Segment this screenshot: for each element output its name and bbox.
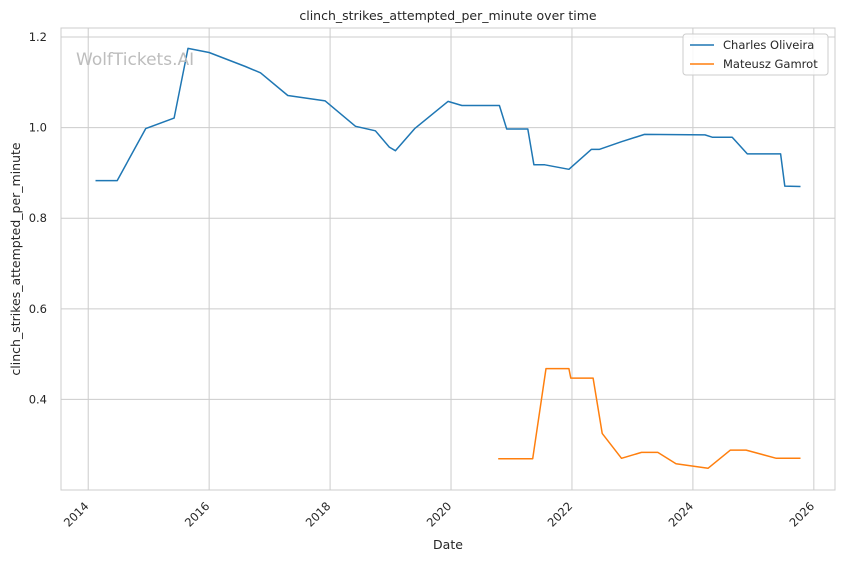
x-tick-label: 2016 xyxy=(182,499,213,530)
x-tick-label: 2022 xyxy=(545,499,576,530)
series-line xyxy=(498,367,801,470)
legend: Charles Oliveira Mateusz Gamrot xyxy=(682,33,829,76)
y-axis-label: clinch_strikes_attempted_per_minute xyxy=(8,142,23,376)
x-tick-label: 2014 xyxy=(61,499,92,530)
plot-area-frame xyxy=(60,27,836,491)
legend-label: Mateusz Gamrot xyxy=(723,57,818,71)
y-tick-label: 0.8 xyxy=(29,211,47,225)
y-tick-label: 0.6 xyxy=(29,302,47,316)
y-tick-label: 0.4 xyxy=(29,392,47,406)
watermark: WolfTickets.AI xyxy=(76,50,194,70)
x-tick-label: 2018 xyxy=(303,499,334,530)
grid-lines xyxy=(61,28,835,490)
chart-title: clinch_strikes_attempted_per_minute over… xyxy=(299,8,597,23)
x-axis-ticks: 2014 2016 2018 2020 2022 2024 2026 xyxy=(61,499,817,530)
legend-items: Charles Oliveira Mateusz Gamrot xyxy=(690,38,818,71)
series-lines xyxy=(95,47,801,470)
y-tick-label: 1.0 xyxy=(29,121,47,135)
x-tick-label: 2026 xyxy=(787,499,818,530)
series-line xyxy=(95,47,801,188)
x-tick-label: 2020 xyxy=(424,499,455,530)
y-axis-ticks: 0.4 0.6 0.8 1.0 1.2 xyxy=(29,30,47,406)
x-axis-label: Date xyxy=(433,537,463,552)
legend-box xyxy=(682,33,829,76)
legend-label: Charles Oliveira xyxy=(723,38,814,52)
y-tick-label: 1.2 xyxy=(29,30,47,44)
x-tick-label: 2024 xyxy=(666,499,697,530)
